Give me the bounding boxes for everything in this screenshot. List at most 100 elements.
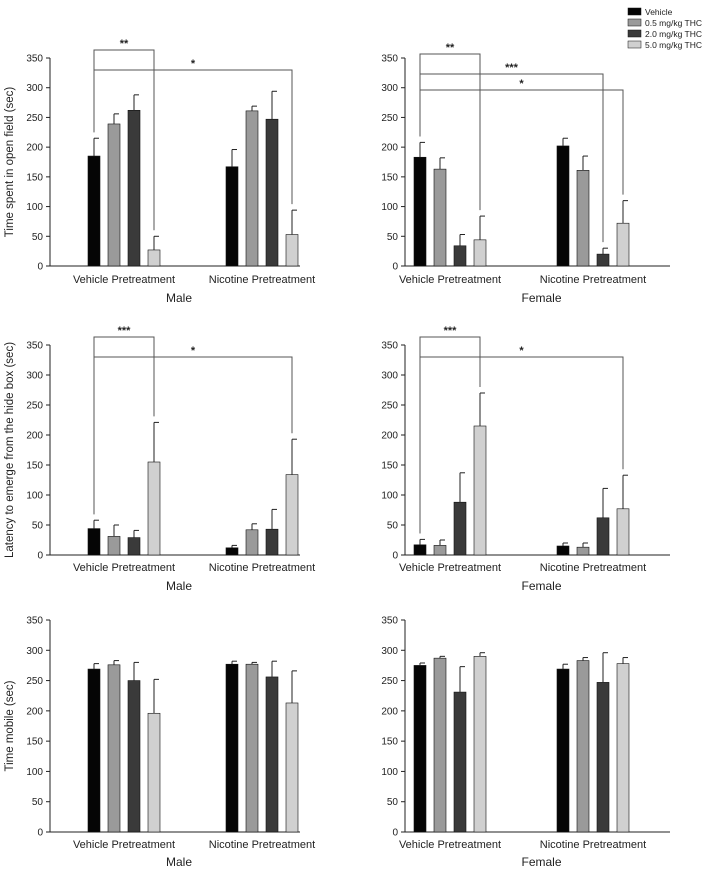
x-category-label: Vehicle Pretreatment	[399, 274, 501, 286]
y-tick-label: 100	[26, 202, 43, 213]
legend-swatch	[627, 29, 642, 38]
y-tick-label: 50	[32, 797, 44, 808]
significance-label: *	[519, 78, 524, 90]
y-tick-label: 150	[381, 737, 398, 748]
bar-5-0-mg-kg-thc	[147, 461, 161, 556]
chart-panel-female-open-field: 0 50 100 150 200 250 300 350 Vehicle Pretreatmen…	[381, 42, 670, 305]
significance-bracket	[93, 336, 155, 515]
y-tick-label: 250	[26, 401, 43, 412]
chart-panel-female-time-mobile: 0 50 100 150 200 250 300 350 Vehicle Pretreatmen…	[381, 616, 670, 869]
y-tick-label: 350	[381, 616, 398, 627]
legend-swatch	[627, 40, 642, 49]
y-tick-label: 0	[37, 551, 43, 562]
bar-vehicle	[87, 668, 101, 833]
chart-panel-male-open-field: 0 50 100 150 200 250 300 350 Vehicle Pretreatmen…	[4, 38, 315, 305]
y-tick-label: 200	[381, 143, 398, 154]
x-category-label: Vehicle Pretreatment	[73, 839, 175, 851]
bar-0-5-mg-kg-thc	[245, 663, 259, 833]
y-tick-label: 250	[26, 676, 43, 687]
y-tick-label: 300	[381, 371, 398, 382]
bar-0-5-mg-kg-thc	[107, 664, 121, 833]
y-tick-label: 50	[32, 232, 44, 243]
significance-label: **	[446, 42, 455, 54]
y-tick-label: 150	[26, 461, 43, 472]
significance-label: **	[120, 38, 129, 50]
y-tick-label: 200	[26, 706, 43, 717]
bar-vehicle	[556, 668, 570, 833]
bar-vehicle	[225, 663, 239, 833]
y-tick-label: 150	[26, 172, 43, 183]
x-category-label: Nicotine Pretreatment	[540, 839, 646, 851]
bar-0-5-mg-kg-thc	[433, 168, 447, 267]
bar-5-0-mg-kg-thc	[147, 249, 161, 267]
significance-bracket	[419, 53, 481, 211]
legend-label: 2.0 mg/kg THC	[645, 29, 702, 39]
bar-2-0-mg-kg-thc	[127, 109, 141, 267]
chart-panel-male-time-mobile: 0 50 100 150 200 250 300 350 Vehicle Pretreatmen…	[4, 616, 315, 869]
significance-bracket	[419, 89, 624, 195]
x-axis-title: Male	[166, 579, 192, 593]
bar-5-0-mg-kg-thc	[147, 712, 161, 833]
y-tick-label: 150	[381, 172, 398, 183]
significance-label: ***	[444, 325, 458, 337]
x-category-label: Vehicle Pretreatment	[73, 562, 175, 574]
bar-2-0-mg-kg-thc	[453, 501, 467, 556]
bar-vehicle	[413, 665, 427, 833]
y-tick-label: 350	[381, 54, 398, 65]
y-tick-label: 200	[381, 431, 398, 442]
y-tick-label: 50	[387, 797, 399, 808]
x-axis-title: Male	[166, 855, 192, 869]
y-tick-label: 350	[381, 341, 398, 352]
significance-label: *	[519, 345, 524, 357]
y-tick-label: 0	[37, 262, 43, 273]
legend-label: Vehicle	[645, 7, 673, 17]
bar-vehicle	[225, 166, 239, 267]
bar-5-0-mg-kg-thc	[473, 656, 487, 833]
bar-2-0-mg-kg-thc	[453, 691, 467, 833]
y-tick-label: 100	[381, 202, 398, 213]
x-category-label: Nicotine Pretreatment	[540, 274, 646, 286]
bar-0-5-mg-kg-thc	[245, 529, 259, 556]
y-tick-label: 200	[26, 143, 43, 154]
bar-vehicle	[225, 547, 239, 556]
significance-label: *	[191, 345, 196, 357]
significance-bracket	[93, 356, 293, 515]
y-tick-label: 250	[26, 113, 43, 124]
bar-2-0-mg-kg-thc	[453, 245, 467, 267]
legend-label: 0.5 mg/kg THC	[645, 18, 702, 28]
bar-2-0-mg-kg-thc	[265, 118, 279, 267]
bar-2-0-mg-kg-thc	[596, 517, 610, 556]
y-tick-label: 50	[387, 521, 399, 532]
y-tick-label: 300	[381, 83, 398, 94]
y-tick-label: 100	[26, 767, 43, 778]
y-tick-label: 100	[381, 767, 398, 778]
bar-2-0-mg-kg-thc	[596, 682, 610, 833]
bar-vehicle	[413, 544, 427, 556]
bar-5-0-mg-kg-thc	[616, 222, 630, 267]
y-tick-label: 0	[37, 828, 43, 839]
bar-vehicle	[556, 145, 570, 267]
bar-5-0-mg-kg-thc	[473, 239, 487, 267]
chart-panel-male-hide-box: 0 50 100 150 200 250 300 350 Vehicle Pretreatmen…	[4, 325, 315, 593]
bar-2-0-mg-kg-thc	[127, 680, 141, 833]
bar-0-5-mg-kg-thc	[433, 657, 447, 833]
significance-bracket	[419, 73, 604, 243]
bar-2-0-mg-kg-thc	[265, 528, 279, 556]
y-axis-title: Latency to emerge from the hide box (sec…	[4, 342, 16, 558]
significance-bracket	[93, 49, 155, 231]
y-axis-title: Time mobile (sec)	[4, 680, 16, 771]
bar-5-0-mg-kg-thc	[616, 508, 630, 556]
y-tick-label: 0	[392, 828, 398, 839]
significance-label: ***	[505, 62, 519, 74]
bar-vehicle	[87, 155, 101, 267]
legend-swatch	[627, 7, 642, 16]
bar-0-5-mg-kg-thc	[433, 545, 447, 556]
chart-panel-female-hide-box: 0 50 100 150 200 250 300 350 Vehicle Pretreatmen…	[381, 325, 670, 593]
x-axis-title: Female	[521, 579, 561, 593]
bar-0-5-mg-kg-thc	[245, 110, 259, 267]
bar-vehicle	[87, 528, 101, 556]
bar-5-0-mg-kg-thc	[285, 234, 299, 267]
bar-0-5-mg-kg-thc	[107, 123, 121, 267]
